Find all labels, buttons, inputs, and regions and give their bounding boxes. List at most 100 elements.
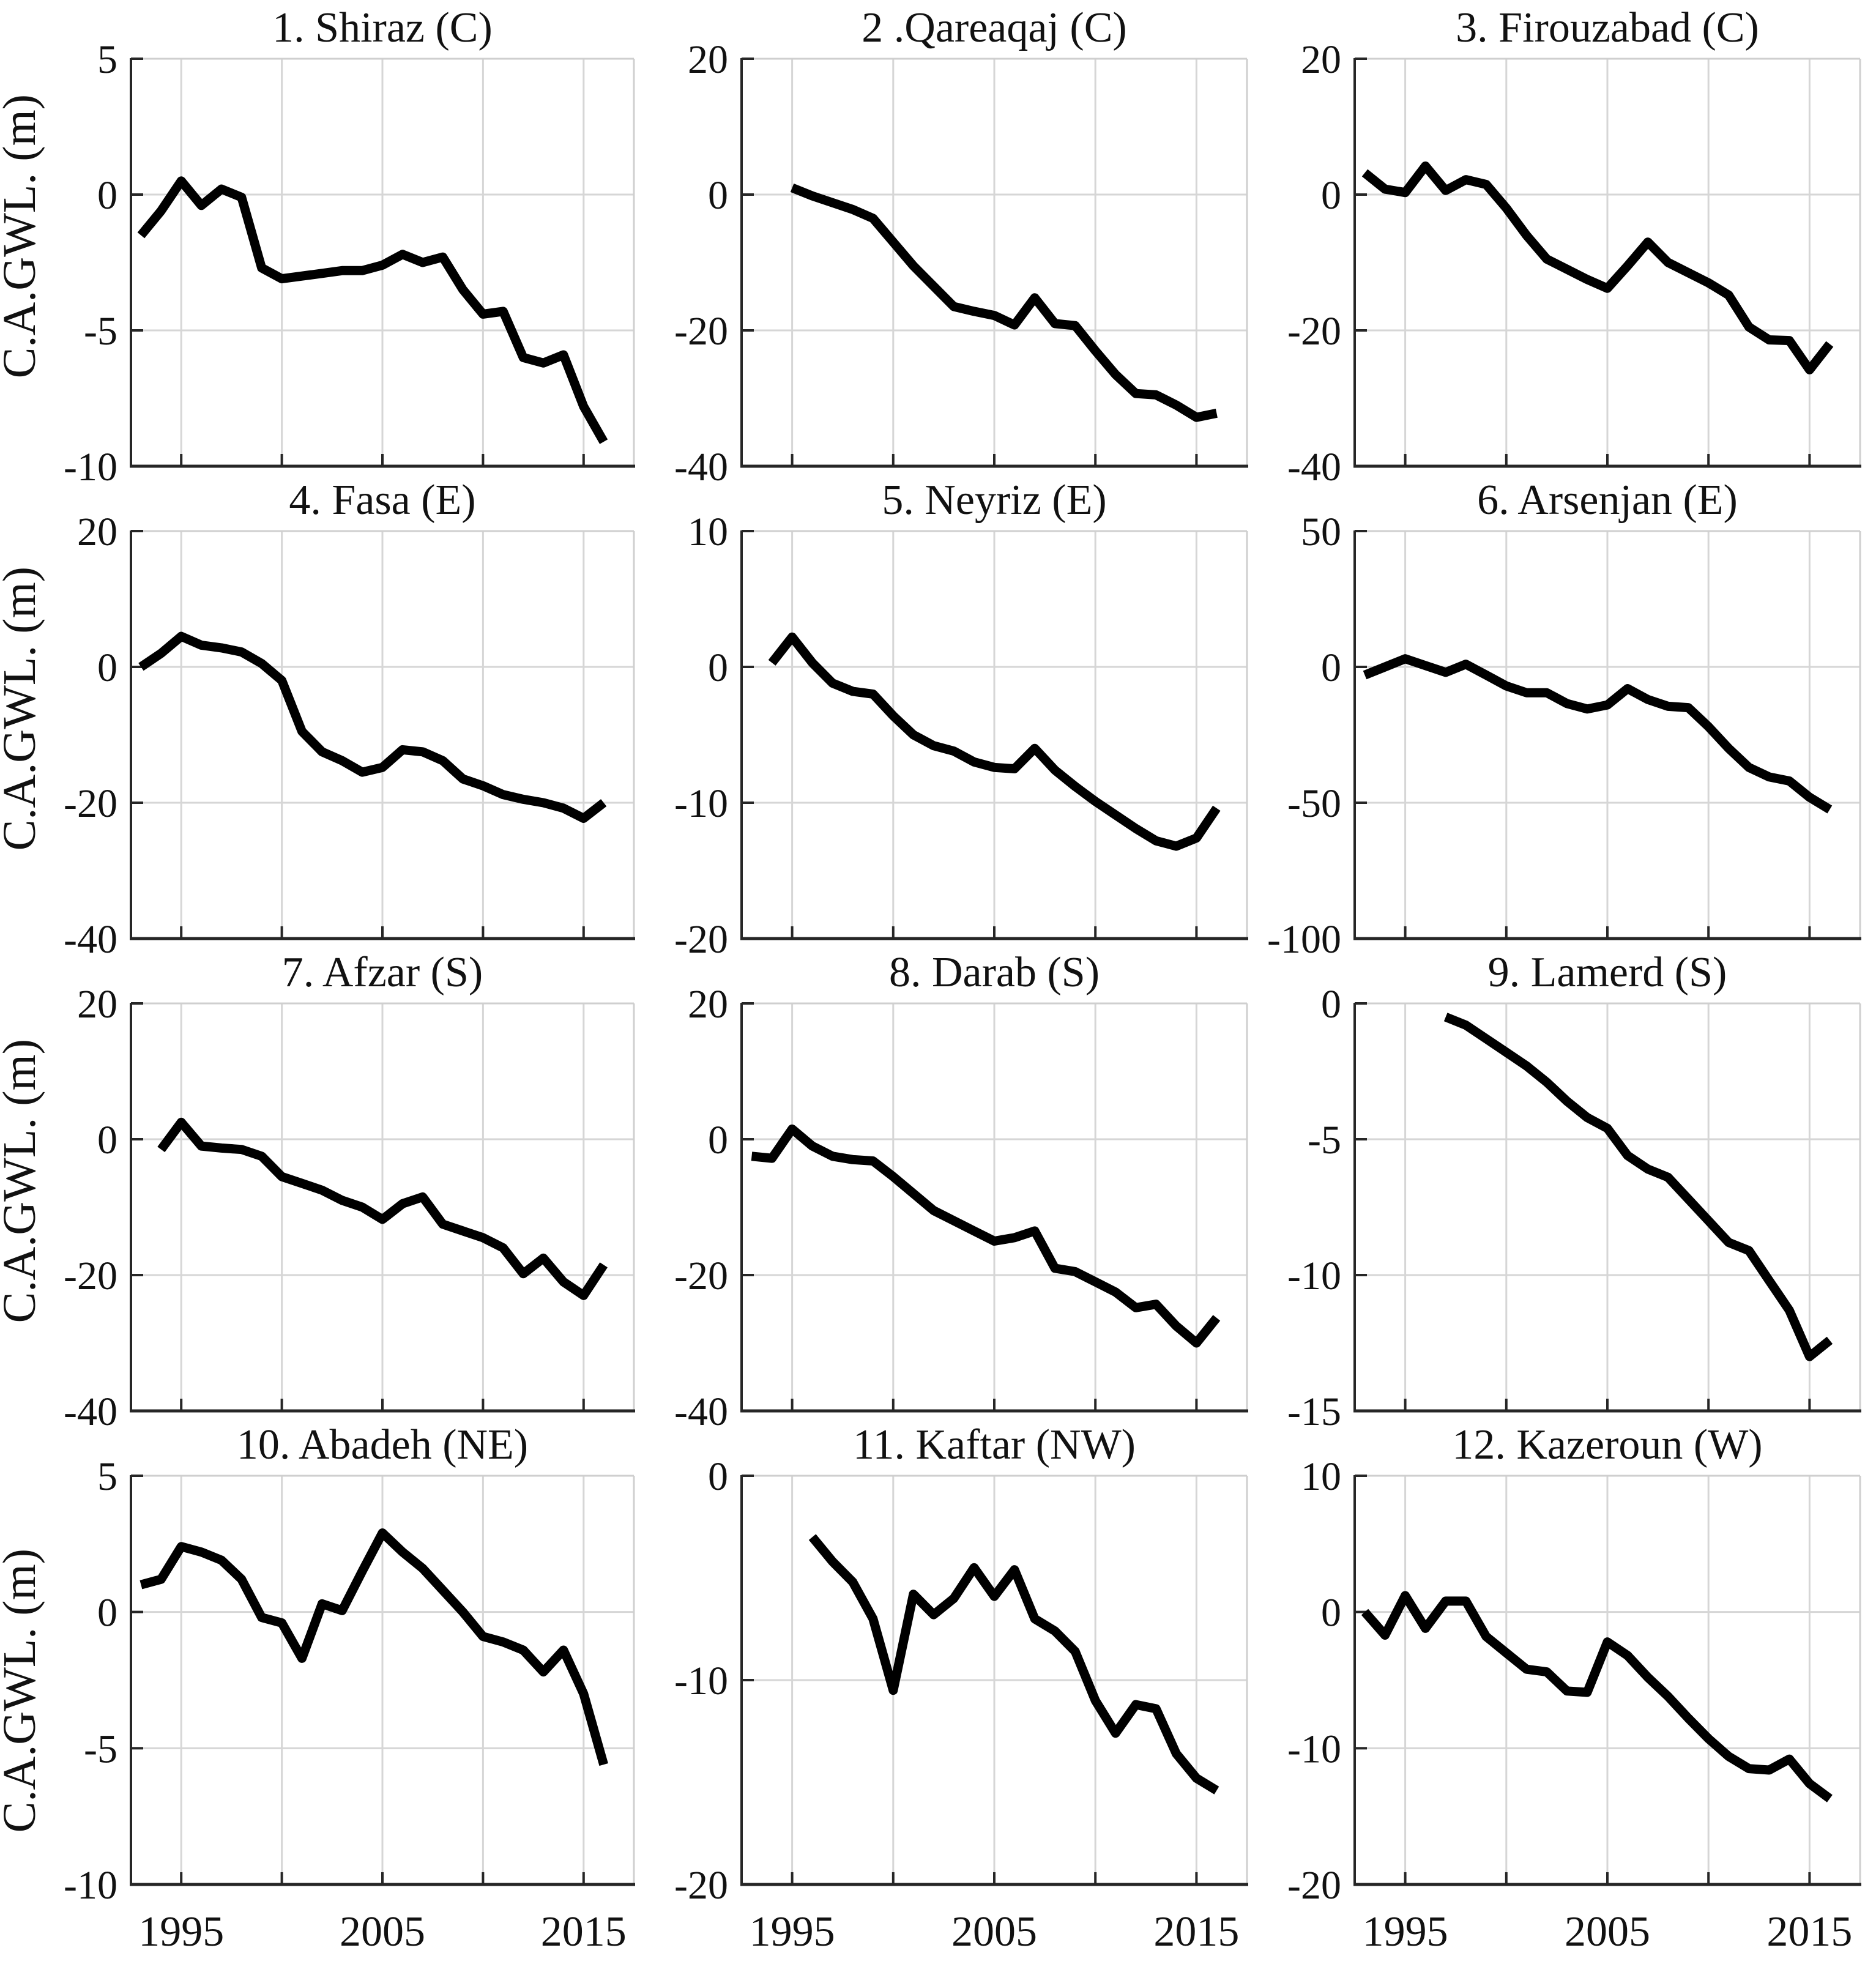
y-tick-label: 20 xyxy=(77,982,117,1027)
line-chart-shiraz: 5 0 -5 -10 xyxy=(64,37,635,489)
x-tick-label: 2015 xyxy=(1766,1908,1852,1955)
y-tick-label: -20 xyxy=(674,917,728,962)
subplot-title: 12. Kazeroun (W) xyxy=(1452,1421,1763,1468)
y-axis-title: C.A.GWL. (m) xyxy=(0,472,45,945)
y-tick-label: -40 xyxy=(64,1389,117,1434)
data-line-arsenjan xyxy=(1363,654,1833,814)
y-tick-label: 10 xyxy=(688,510,728,554)
y-tick-label: -5 xyxy=(1308,1118,1341,1162)
subplot-title: 3. Firouzabad (C) xyxy=(1456,4,1759,51)
y-tick-label: -10 xyxy=(1287,1254,1341,1298)
y-axis-title: C.A.GWL. (m) xyxy=(0,945,45,1417)
subplot-8-darab: 8. Darab (S) 20 0 -20 -40 xyxy=(650,945,1263,1434)
y-tick-label: -20 xyxy=(1287,309,1341,354)
chart-area: 6. Arsenjan (E) 50 0 -50 -100 xyxy=(1263,472,1876,962)
y-tick-label: 20 xyxy=(1301,37,1341,82)
y-tick-label: 0 xyxy=(97,645,117,690)
subplot-1-shiraz: C.A.GWL. (m) 1. Shiraz (C) 5 0 -5 -10 xyxy=(0,0,650,489)
x-tick-label: 2005 xyxy=(951,1908,1037,1955)
y-tick-label: 0 xyxy=(708,1118,728,1162)
chart-area: 4. Fasa (E) 20 0 -20 -40 xyxy=(39,472,650,962)
subplot-4-fasa: C.A.GWL. (m) 4. Fasa (E) 20 0 -20 -40 xyxy=(0,472,650,962)
y-tick-label: 50 xyxy=(1301,510,1341,554)
y-tick-label: -40 xyxy=(1287,445,1341,489)
line-chart-arsenjan: 50 0 -50 -100 xyxy=(1267,510,1861,962)
subplot-title: 2 .Qareaqaj (C) xyxy=(862,4,1127,51)
y-tick-label: 0 xyxy=(97,1591,117,1635)
subplot-title: 1. Shiraz (C) xyxy=(272,4,493,51)
data-line-qareaqaj xyxy=(790,183,1218,422)
y-tick-label: 0 xyxy=(97,1118,117,1162)
subplot-title: 5. Neyriz (E) xyxy=(882,477,1107,524)
subplot-2-qareaqaj: 2 .Qareaqaj (C) 20 0 -20 -40 xyxy=(650,0,1263,489)
subplot-11-kaftar: 11. Kaftar (NW) 0 -10 -20 1995 2005 2015 xyxy=(650,1417,1263,1964)
x-tick-label: 1995 xyxy=(1363,1908,1448,1955)
subplot-6-arsenjan: 6. Arsenjan (E) 50 0 -50 -100 xyxy=(1263,472,1876,962)
subplot-9-lamerd: 9. Lamerd (S) 0 -5 -10 -15 xyxy=(1263,945,1876,1434)
chart-area: 10. Abadeh (NE) 5 0 -5 -10 1995 2005 2015 xyxy=(39,1417,650,1964)
y-tick-label: 0 xyxy=(708,173,728,218)
y-tick-label: 0 xyxy=(1321,645,1341,690)
data-line-lamerd xyxy=(1443,1013,1833,1361)
y-tick-label: 10 xyxy=(1301,1454,1341,1499)
line-chart-kazeroun: 10 0 -10 -20 1995 2005 2015 xyxy=(1287,1454,1861,1955)
chart-area: 2 .Qareaqaj (C) 20 0 -20 -40 xyxy=(650,0,1263,489)
y-tick-label: -20 xyxy=(674,1254,728,1298)
chart-area: 8. Darab (S) 20 0 -20 -40 xyxy=(650,945,1263,1434)
y-tick-label: -10 xyxy=(1287,1727,1341,1771)
chart-area: 11. Kaftar (NW) 0 -10 -20 1995 2005 2015 xyxy=(650,1417,1263,1964)
x-tick-label: 1995 xyxy=(138,1908,224,1955)
y-tick-label: -20 xyxy=(64,781,117,826)
y-tick-label: 20 xyxy=(77,510,117,554)
y-tick-label: -40 xyxy=(674,1389,728,1434)
line-chart-darab: 20 0 -20 -40 xyxy=(674,982,1248,1434)
x-tick-label: 2015 xyxy=(1153,1908,1239,1955)
y-tick-label: -5 xyxy=(84,309,117,354)
subplot-title: 7. Afzar (S) xyxy=(281,949,483,996)
data-line-kaftar xyxy=(808,1534,1219,1795)
line-chart-fasa: 20 0 -20 -40 xyxy=(64,510,635,962)
x-tick-label: 1995 xyxy=(750,1908,835,1955)
line-chart-neyriz: 10 0 -10 -20 xyxy=(674,510,1248,962)
y-tick-label: 0 xyxy=(1321,173,1341,218)
line-chart-abadeh: 5 0 -5 -10 1995 2005 2015 xyxy=(64,1454,635,1955)
line-chart-firouzabad: 20 0 -20 -40 xyxy=(1287,37,1861,489)
y-tick-label: -10 xyxy=(674,781,728,826)
y-tick-label: 20 xyxy=(688,982,728,1027)
y-tick-label: -10 xyxy=(674,1659,728,1703)
y-tick-label: -20 xyxy=(674,1863,728,1908)
subplot-10-abadeh: C.A.GWL. (m) 10. Abadeh (NE) 5 0 -5 -10 1995… xyxy=(0,1417,650,1964)
y-tick-label: 5 xyxy=(97,1454,117,1499)
y-tick-label: -40 xyxy=(64,917,117,962)
subplot-12-kazeroun: 12. Kazeroun (W) 10 0 -10 -20 1995 2005 2015 xyxy=(1263,1417,1876,1964)
y-tick-label: -50 xyxy=(1287,781,1341,826)
y-tick-label: 5 xyxy=(97,37,117,82)
data-line-firouzabad xyxy=(1361,161,1834,374)
data-line-shiraz xyxy=(137,176,608,444)
chart-area: 7. Afzar (S) 20 0 -20 -40 xyxy=(39,945,650,1434)
chart-area: 12. Kazeroun (W) 10 0 -10 -20 1995 2005 2015 xyxy=(1263,1417,1876,1964)
y-tick-label: -20 xyxy=(674,309,728,354)
y-tick-label: -40 xyxy=(674,445,728,489)
y-tick-label: -10 xyxy=(64,445,117,489)
chart-area: 3. Firouzabad (C) 20 0 -20 -40 xyxy=(1263,0,1876,489)
y-tick-label: 0 xyxy=(97,173,117,218)
subplot-title: 8. Darab (S) xyxy=(888,949,1100,996)
chart-area: 5. Neyriz (E) 10 0 -10 -20 xyxy=(650,472,1263,962)
y-axis-title: C.A.GWL. (m) xyxy=(0,0,45,472)
y-tick-label: -20 xyxy=(1287,1863,1341,1908)
subplot-7-afzar: C.A.GWL. (m) 7. Afzar (S) 20 0 -20 -40 xyxy=(0,945,650,1434)
y-tick-label: 20 xyxy=(688,37,728,82)
subplot-title: 10. Abadeh (NE) xyxy=(236,1421,529,1468)
chart-area: 9. Lamerd (S) 0 -5 -10 -15 xyxy=(1263,945,1876,1434)
y-tick-label: 0 xyxy=(708,1454,728,1499)
data-line-darab xyxy=(751,1124,1221,1348)
line-chart-afzar: 20 0 -20 -40 xyxy=(64,982,635,1434)
subplot-title: 4. Fasa (E) xyxy=(289,477,476,524)
x-tick-label: 2015 xyxy=(541,1908,627,1955)
chart-area: 1. Shiraz (C) 5 0 -5 -10 xyxy=(39,0,650,489)
y-tick-label: 0 xyxy=(708,645,728,690)
y-tick-label: -100 xyxy=(1267,917,1341,962)
data-line-neyriz xyxy=(768,632,1221,851)
line-chart-qareaqaj: 20 0 -20 -40 xyxy=(674,37,1248,489)
